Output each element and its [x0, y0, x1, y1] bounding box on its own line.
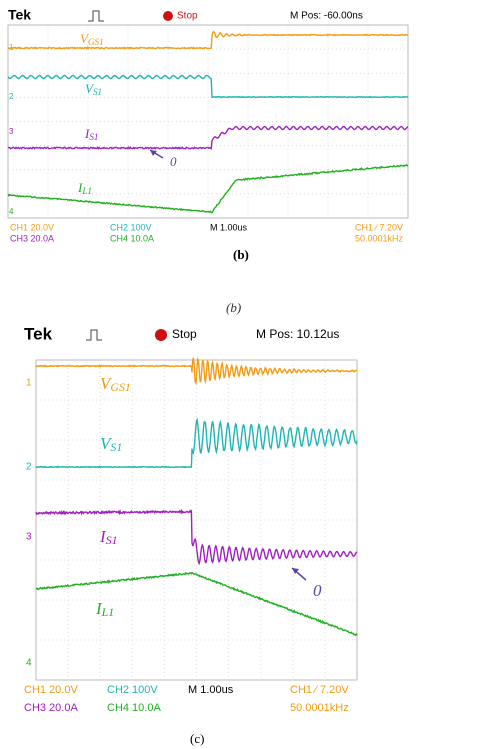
trace-subscript: GS1: [88, 37, 104, 47]
trace-label: VS1: [100, 434, 122, 454]
trace-label: VS1: [85, 81, 102, 97]
brand: Tek: [24, 324, 53, 343]
trace-label: IS1: [84, 126, 98, 142]
trace-label: IS1: [99, 527, 118, 547]
trace-subscript: L1: [81, 186, 92, 196]
status: Stop: [172, 327, 197, 341]
trace-subscript: S1: [106, 533, 118, 547]
channel-marker: 3: [26, 532, 32, 543]
setting: CH1 20.0V: [24, 684, 78, 696]
position: M Pos: -60.00ns: [290, 11, 363, 22]
trigger-icon: [88, 11, 104, 21]
trace-subscript: S1: [93, 87, 102, 97]
setting: CH2 100V: [110, 222, 152, 232]
stray-caption: (b): [226, 300, 241, 315]
scope-panel: Tek Stop M Pos: 10.12us VGS1 1 VS1 2 IS1 3 IL1 4 0 C…: [24, 324, 357, 746]
trace-subscript: GS1: [110, 380, 130, 394]
setting: CH1 20.0V: [10, 222, 54, 232]
setting: CH4 10.0A: [107, 702, 161, 714]
setting: M 1.00us: [188, 684, 234, 696]
channel-marker: 1: [26, 378, 32, 389]
channel-marker: 3: [9, 127, 14, 136]
position: M Pos: 10.12us: [256, 327, 339, 341]
waveform: [8, 32, 408, 49]
scope-panel: Tek Stop M Pos: -60.00ns VGS1 1 VS1 2 IS1 3 IL1 4 0…: [8, 7, 408, 262]
waveform: [36, 358, 357, 383]
trigger-icon: [86, 330, 102, 340]
caption: (c): [190, 731, 204, 746]
figure: (b) Tek Stop M Pos: -60.00ns VGS1 1 VS1 2 IS1 3 I…: [0, 0, 483, 749]
channel-marker: 1: [9, 43, 14, 52]
setting: 50.0001kHz: [290, 702, 349, 714]
trace-subscript: S1: [89, 132, 98, 142]
setting: CH2 100V: [107, 684, 158, 696]
setting: CH3 20.0A: [10, 233, 54, 243]
setting: CH1 ∕ 7.20V: [290, 684, 349, 696]
trace-label: VGS1: [100, 374, 131, 394]
channel-marker: 4: [9, 207, 14, 216]
setting: CH1 ∕ 7.20V: [355, 222, 403, 232]
setting: 50.0001kHz: [355, 233, 404, 243]
stop-icon: [163, 11, 173, 21]
trace-label: VGS1: [80, 31, 104, 47]
trace-label: IL1: [77, 180, 92, 196]
trace-subscript: S1: [110, 440, 122, 454]
brand: Tek: [8, 7, 31, 23]
setting: CH3 20.0A: [24, 702, 78, 714]
trace-subscript: L1: [101, 605, 115, 619]
setting: M 1.00us: [210, 222, 248, 232]
caption: (b): [233, 247, 249, 262]
setting: CH4 10.0A: [110, 233, 154, 243]
status: Stop: [177, 11, 198, 22]
waveform: [8, 76, 408, 98]
waveform: [36, 511, 357, 564]
trace-label: IL1: [95, 599, 114, 619]
stop-icon: [155, 329, 167, 341]
marker-label: 0: [313, 581, 322, 600]
channel-marker: 2: [9, 92, 14, 101]
marker-label: 0: [170, 154, 177, 169]
channel-marker: 4: [26, 658, 32, 669]
channel-marker: 2: [26, 462, 32, 473]
